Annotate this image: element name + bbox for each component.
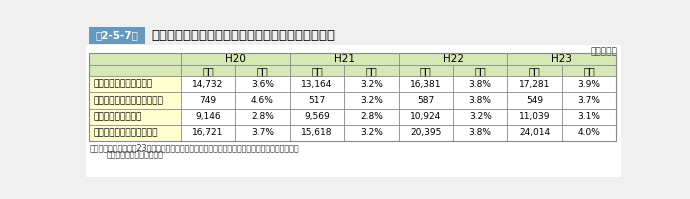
Text: 救命救急センター搬送事案: 救命救急センター搬送事案 — [93, 128, 158, 137]
Bar — [89, 125, 181, 141]
Text: 割合: 割合 — [474, 66, 486, 76]
Bar — [181, 76, 616, 92]
Text: 2.8%: 2.8% — [251, 112, 274, 121]
Text: H22: H22 — [442, 54, 464, 64]
Bar — [89, 53, 181, 76]
Text: 3.8%: 3.8% — [469, 128, 492, 137]
Bar — [181, 109, 616, 125]
Text: 3.9%: 3.9% — [578, 80, 600, 89]
Bar — [89, 92, 181, 109]
Text: 3.1%: 3.1% — [578, 112, 600, 121]
Bar — [89, 53, 616, 65]
Bar — [89, 53, 616, 141]
Text: 20,395: 20,395 — [410, 128, 442, 137]
Text: （備考）　１　「平成23年中の救急搬送における医療機関の受入状況等実態調査」等により作成: （備考） １ 「平成23年中の救急搬送における医療機関の受入状況等実態調査」等に… — [89, 143, 299, 152]
Text: 11,039: 11,039 — [519, 112, 551, 121]
Text: 16,381: 16,381 — [410, 80, 442, 89]
Text: 件数: 件数 — [311, 66, 323, 76]
Text: H21: H21 — [334, 54, 355, 64]
Text: 10,924: 10,924 — [410, 112, 442, 121]
Text: 重症以上傷病者搬送事案: 重症以上傷病者搬送事案 — [93, 80, 152, 89]
Text: 13,164: 13,164 — [302, 80, 333, 89]
Bar — [89, 65, 616, 76]
Text: 16,721: 16,721 — [193, 128, 224, 137]
Text: 517: 517 — [308, 96, 326, 105]
Text: 医療機関への受入れ照会回数４回以上の事案の推移: 医療機関への受入れ照会回数４回以上の事案の推移 — [151, 29, 335, 42]
Text: 3.2%: 3.2% — [360, 80, 383, 89]
Text: 件数: 件数 — [529, 66, 540, 76]
Text: 割合: 割合 — [257, 66, 268, 76]
Text: 第2-5-7表: 第2-5-7表 — [96, 30, 139, 40]
Text: 小児傷病者搬送事案: 小児傷病者搬送事案 — [93, 112, 141, 121]
Text: 3.8%: 3.8% — [469, 96, 492, 105]
Text: 3.7%: 3.7% — [578, 96, 600, 105]
Text: 3.2%: 3.2% — [360, 96, 383, 105]
Text: 17,281: 17,281 — [519, 80, 551, 89]
Text: 3.2%: 3.2% — [360, 128, 383, 137]
Bar — [86, 45, 621, 177]
Text: 15,618: 15,618 — [301, 128, 333, 137]
Text: 3.2%: 3.2% — [469, 112, 492, 121]
Text: 産科・周産期傷病者搬送事案: 産科・周産期傷病者搬送事案 — [93, 96, 163, 105]
Text: 件数: 件数 — [420, 66, 432, 76]
Bar — [89, 76, 181, 92]
Text: 割合: 割合 — [583, 66, 595, 76]
Text: 3.6%: 3.6% — [251, 80, 274, 89]
Text: 9,146: 9,146 — [195, 112, 221, 121]
Text: H20: H20 — [225, 54, 246, 64]
Text: （各年中）: （各年中） — [590, 47, 617, 56]
Text: 749: 749 — [199, 96, 217, 105]
Text: 4.6%: 4.6% — [251, 96, 274, 105]
Bar — [89, 109, 181, 125]
Bar — [181, 125, 616, 141]
Bar — [181, 92, 616, 109]
Text: 24,014: 24,014 — [519, 128, 550, 137]
Text: 549: 549 — [526, 96, 543, 105]
Text: H23: H23 — [551, 54, 573, 64]
Text: 4.0%: 4.0% — [578, 128, 600, 137]
Bar — [89, 27, 145, 44]
Text: ２　重複有り。: ２ 重複有り。 — [106, 150, 164, 159]
Text: 件数: 件数 — [202, 66, 214, 76]
Text: 2.8%: 2.8% — [360, 112, 383, 121]
Text: 3.7%: 3.7% — [251, 128, 274, 137]
Text: 割合: 割合 — [366, 66, 377, 76]
Text: 14,732: 14,732 — [193, 80, 224, 89]
Text: 9,569: 9,569 — [304, 112, 330, 121]
Text: 3.8%: 3.8% — [469, 80, 492, 89]
Text: 587: 587 — [417, 96, 435, 105]
